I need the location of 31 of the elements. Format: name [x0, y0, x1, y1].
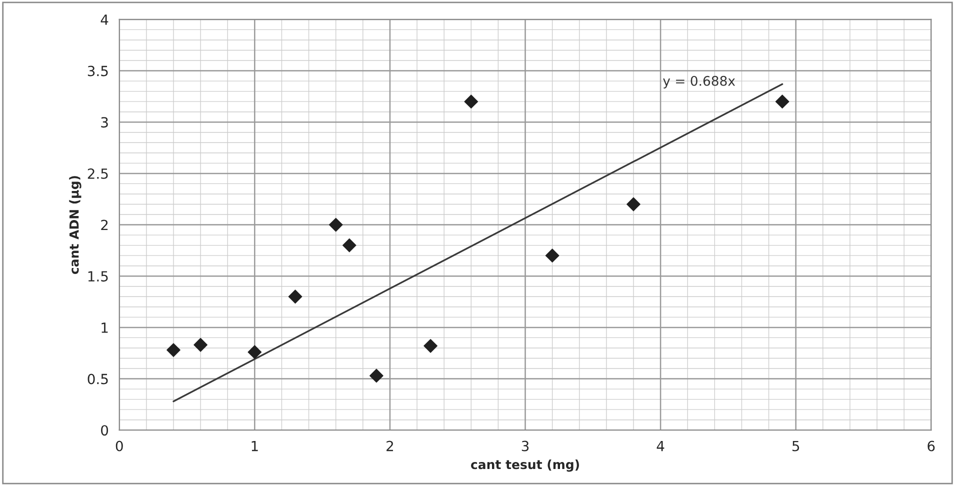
x-tick-label: 1	[252, 440, 258, 452]
point	[626, 197, 640, 212]
y-axis-title: cant ADN (µg)	[69, 176, 82, 274]
x-tick-label: 6	[928, 440, 935, 452]
point	[328, 218, 343, 232]
y-tick-label: 1.5	[88, 271, 108, 282]
y-tick-label: 4	[100, 14, 108, 25]
x-axis-title: cant tesut (mg)	[470, 460, 579, 472]
y-tick-label: 3.5	[88, 66, 108, 76]
point	[775, 94, 790, 109]
y-tick-label: 2	[101, 220, 108, 230]
point	[166, 343, 180, 357]
point	[194, 338, 208, 352]
x-tick-label: 4	[656, 440, 664, 452]
point	[342, 238, 356, 252]
point	[424, 338, 438, 353]
point	[369, 368, 384, 383]
y-tick-label: 0	[101, 425, 108, 436]
x-tick-label: 0	[116, 440, 123, 452]
x-tick-label: 5	[792, 440, 800, 452]
x-tick-label: 2	[386, 440, 393, 452]
point	[248, 345, 262, 360]
point	[464, 94, 478, 109]
annotation: y = 0.688x	[663, 76, 736, 88]
point	[288, 290, 302, 304]
y-tick-label: 1	[102, 322, 108, 333]
y-tick-label: 0.5	[88, 374, 108, 384]
x-tick-label: 3	[522, 440, 529, 452]
y-tick-label: 2.5	[88, 168, 108, 179]
point	[545, 248, 560, 263]
y-tick-label: 3	[101, 117, 108, 128]
